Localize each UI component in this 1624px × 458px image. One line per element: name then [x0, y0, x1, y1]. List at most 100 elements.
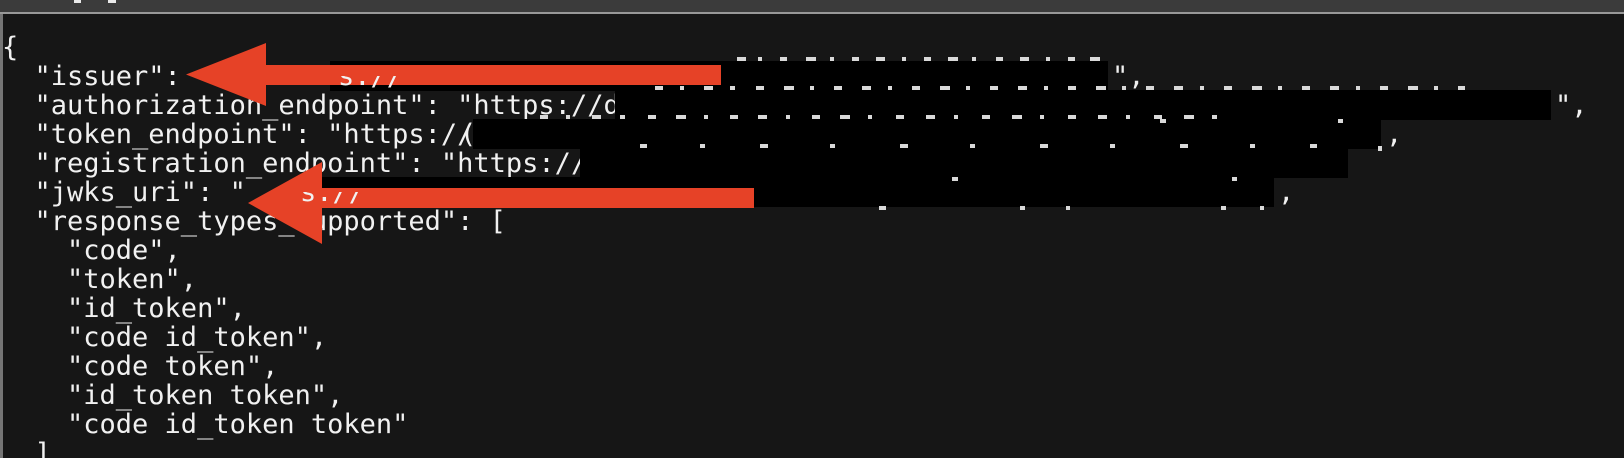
redacted-text-peek	[830, 144, 835, 148]
redaction-bar	[473, 119, 1381, 149]
redacted-text-peek	[1068, 57, 1075, 61]
redacted-text-peek	[1252, 86, 1262, 90]
redacted-text-peek	[1040, 115, 1044, 119]
redacted-text-peek	[1250, 144, 1255, 148]
redacted-text-peek	[1040, 144, 1048, 148]
redacted-text-peek	[902, 57, 906, 61]
redacted-text-peek	[876, 57, 885, 61]
redaction-bar	[615, 90, 1551, 120]
code-line: "code id_token",	[2, 322, 328, 353]
redacted-text-peek	[1090, 57, 1100, 61]
redacted-text-peek	[852, 57, 859, 61]
redacted-text-peek	[900, 144, 908, 148]
redacted-text-peek	[756, 86, 764, 90]
redacted-text-peek	[640, 144, 647, 148]
redacted-text-peek	[940, 86, 950, 90]
red-arrow-shaft	[258, 65, 721, 85]
window-topbar	[0, 0, 1624, 14]
code-line: {	[2, 32, 19, 63]
red-arrow-shaft	[314, 188, 754, 208]
redacted-text-peek	[834, 86, 842, 90]
window-left-edge	[0, 14, 3, 458]
redacted-text-peek	[948, 57, 958, 61]
redacted-text-peek	[737, 57, 746, 61]
code-line: "token",	[2, 264, 198, 295]
redacted-text-peek	[540, 115, 548, 119]
redacted-text-peek	[700, 144, 705, 148]
redacted-text-peek	[730, 86, 735, 90]
redacted-text-peek	[1018, 86, 1027, 90]
redacted-text-peek	[1046, 57, 1050, 61]
topbar-text-remnant	[74, 0, 81, 3]
redacted-text-peek	[1356, 86, 1360, 90]
redacted-text-peek	[592, 115, 601, 119]
code-line: "registration_endpoint": "https://	[2, 148, 588, 179]
code-line: "authorization_endpoint": "https://d	[2, 90, 620, 121]
redacted-text-peek	[730, 115, 738, 119]
redacted-text-peek	[1338, 119, 1343, 123]
redacted-text-peek	[566, 115, 570, 119]
redacted-text-peek	[812, 115, 820, 119]
redacted-text-peek	[810, 86, 814, 90]
redacted-text-peek	[784, 86, 794, 90]
topbar-text-remnant	[108, 0, 116, 3]
code-line: "token_endpoint": "https://	[2, 119, 474, 150]
redacted-text-peek	[1012, 115, 1022, 119]
redacted-text-remnant: s://	[338, 76, 404, 92]
code-fragment: ,	[1386, 119, 1403, 150]
redacted-text-peek	[954, 115, 958, 119]
redacted-text-peek	[786, 115, 790, 119]
redacted-text-peek	[990, 86, 998, 90]
redacted-text-peek	[862, 86, 871, 90]
redacted-text-peek	[648, 115, 656, 119]
redacted-text-peek	[1232, 177, 1237, 181]
redacted-text-peek	[680, 86, 684, 90]
redacted-text-peek	[1330, 86, 1339, 90]
redacted-text-peek	[1160, 119, 1166, 123]
redacted-text-peek	[760, 144, 768, 148]
redacted-text-peek	[1068, 115, 1076, 119]
redacted-text-peek	[970, 144, 975, 148]
code-fragment: ,	[1278, 177, 1295, 208]
redacted-text-peek	[926, 115, 935, 119]
redacted-text-remnant: s://	[300, 192, 366, 208]
redacted-text-peek	[896, 115, 904, 119]
code-line: ]	[2, 438, 51, 458]
redacted-text-peek	[1260, 206, 1264, 210]
redacted-text-peek	[1126, 115, 1130, 119]
redacted-text-peek	[1066, 206, 1070, 210]
redacted-text-peek	[1224, 86, 1232, 90]
redacted-text-peek	[996, 57, 1003, 61]
redacted-text-peek	[982, 115, 990, 119]
redacted-text-peek	[924, 57, 931, 61]
redacted-text-peek	[758, 115, 767, 119]
redacted-text-peek	[758, 57, 762, 61]
redacted-text-peek	[1200, 86, 1204, 90]
redacted-text-peek	[1122, 86, 1126, 90]
redacted-text-peek	[704, 115, 708, 119]
redacted-text-peek	[879, 206, 886, 210]
redacted-text-peek	[1302, 86, 1310, 90]
redacted-text-peek	[1180, 144, 1188, 148]
redacted-text-peek	[1378, 146, 1382, 151]
redacted-text-peek	[1110, 144, 1115, 148]
redacted-text-peek	[1278, 86, 1282, 90]
redacted-text-peek	[830, 57, 834, 61]
code-line: "code token",	[2, 351, 279, 382]
redacted-text-peek	[1068, 86, 1076, 90]
redacted-text-peek	[1020, 206, 1025, 210]
redacted-text-peek	[1174, 86, 1183, 90]
redacted-text-peek	[888, 86, 892, 90]
redacted-text-peek	[1184, 115, 1194, 119]
code-fragment: ",	[1555, 90, 1588, 121]
code-line: "code",	[2, 235, 181, 266]
redacted-text-peek	[655, 86, 663, 90]
redacted-text-peek	[840, 115, 850, 119]
redacted-text-peek	[1044, 86, 1048, 90]
code-line: "id_token",	[2, 293, 246, 324]
redacted-text-peek	[952, 177, 958, 181]
redacted-text-peek	[1212, 115, 1217, 119]
redaction-bar	[580, 148, 1348, 178]
